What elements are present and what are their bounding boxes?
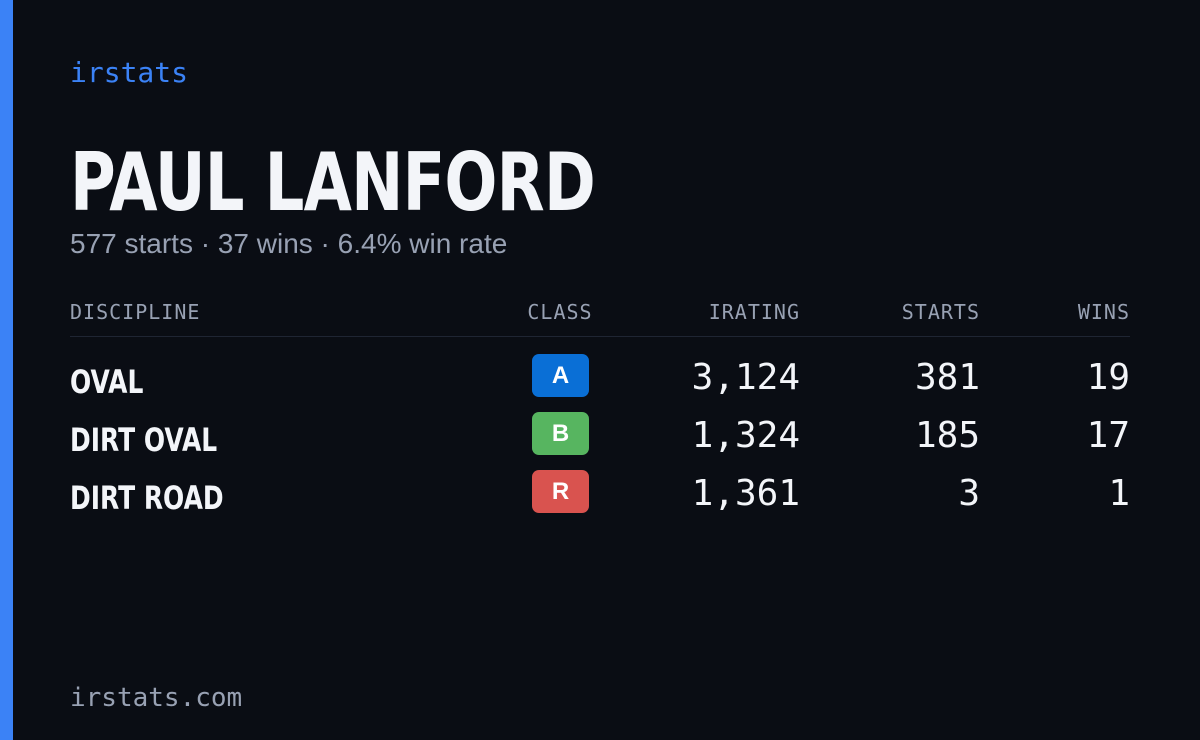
wins-value: 17 [1086,415,1130,456]
accent-bar [0,0,13,740]
license-class-badge: A [532,354,589,397]
stats-table: DISCIPLINE CLASS IRATING STARTS WINS OVA… [70,296,1130,517]
discipline-name: OVAL [70,363,144,401]
brand-logo[interactable]: irstats [70,56,189,89]
license-class-badge: R [532,470,589,513]
footer-url[interactable]: irstats.com [70,683,243,713]
player-name: PAUL LANFORD [70,136,596,229]
table-row: OVAL A 3,124 381 19 [70,337,1130,401]
column-header-class: CLASS [527,300,593,324]
column-header-wins: WINS [1077,300,1130,324]
column-header-starts: STARTS [901,300,980,324]
wins-value: 19 [1086,357,1130,398]
discipline-name: DIRT OVAL [70,421,218,459]
wins-value: 1 [1108,473,1130,514]
irating-value: 1,361 [691,473,800,514]
discipline-name: DIRT ROAD [70,479,224,517]
starts-value: 3 [958,473,980,514]
table-row: DIRT OVAL B 1,324 185 17 [70,395,1130,459]
table-header: DISCIPLINE CLASS IRATING STARTS WINS [70,296,1130,337]
starts-value: 185 [914,415,980,456]
player-summary: 577 starts · 37 wins · 6.4% win rate [70,228,508,259]
irating-value: 1,324 [691,415,800,456]
irating-value: 3,124 [691,357,800,398]
column-header-discipline: DISCIPLINE [70,300,201,324]
license-class-badge: B [532,412,589,455]
table-row: DIRT ROAD R 1,361 3 1 [70,453,1130,517]
column-header-irating: IRATING [708,300,800,324]
starts-value: 381 [914,357,980,398]
